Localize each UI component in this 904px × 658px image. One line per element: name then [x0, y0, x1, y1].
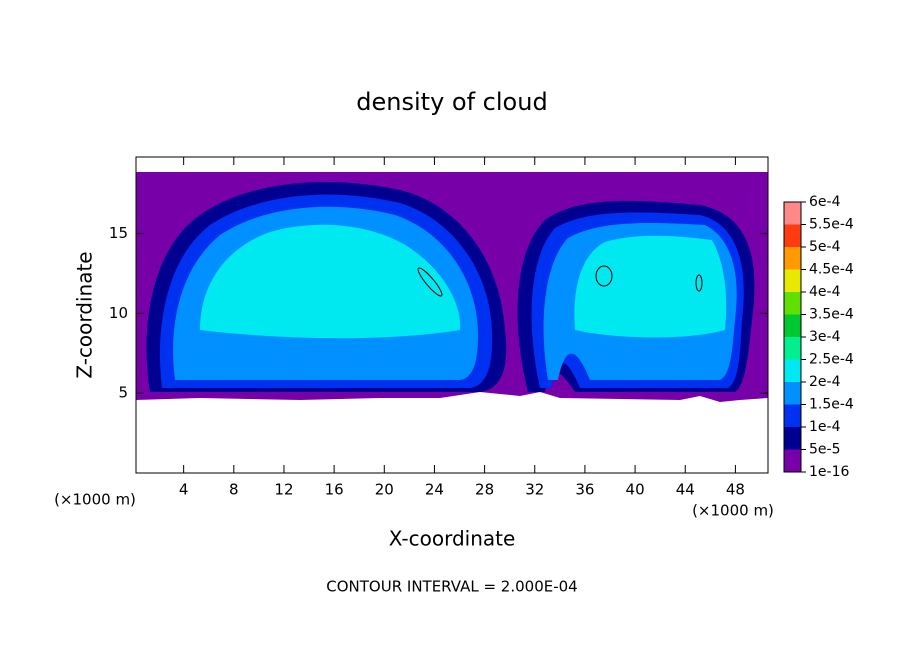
colorbar-swatch — [784, 427, 801, 450]
colorbar-swatch — [784, 337, 801, 360]
field-region — [200, 224, 727, 339]
x-tick-label: 32 — [525, 481, 544, 499]
y-axis-label: Z-coordinate — [73, 251, 97, 378]
y-unit: (×1000 m) — [54, 491, 136, 509]
y-tick-label: 10 — [109, 304, 128, 322]
x-tick-label: 40 — [626, 481, 645, 499]
x-tick-label: 20 — [375, 481, 394, 499]
colorbar-label: 4.5e-4 — [809, 262, 854, 278]
colorbar-label: 6e-4 — [809, 194, 841, 210]
colorbar-swatch — [784, 292, 801, 315]
x-tick-label: 36 — [575, 481, 594, 499]
y-tick-label: 15 — [109, 224, 128, 242]
colorbar-label: 4e-4 — [809, 284, 841, 300]
colorbar-swatch — [784, 314, 801, 337]
colorbar-label: 2.5e-4 — [809, 352, 854, 368]
colorbar-swatch — [784, 202, 801, 225]
colorbar-label: 3e-4 — [809, 329, 841, 345]
x-tick-label: 8 — [229, 481, 239, 499]
colorbar-swatch — [784, 224, 801, 247]
colorbar-label: 5e-4 — [809, 239, 841, 255]
colorbar-swatch — [784, 382, 801, 405]
colorbar-label: 5.5e-4 — [809, 217, 854, 233]
contour-interval: CONTOUR INTERVAL = 2.000E-04 — [326, 578, 577, 596]
colorbar-label: 2e-4 — [809, 374, 841, 390]
x-tick-label: 4 — [179, 481, 189, 499]
contour-line — [695, 274, 703, 292]
x-tick-label: 24 — [425, 481, 444, 499]
colorbar-label: 3.5e-4 — [809, 307, 854, 323]
x-tick-label: 16 — [325, 481, 344, 499]
colorbar-swatch — [784, 359, 801, 382]
contour-line — [417, 267, 443, 297]
x-tick-label: 44 — [676, 481, 695, 499]
x-tick-label: 28 — [475, 481, 494, 499]
field — [136, 172, 768, 402]
contour-line — [595, 265, 613, 287]
colorbar-label: 1e-16 — [809, 464, 849, 480]
colorbar-swatch — [784, 269, 801, 292]
x-unit: (×1000 m) — [692, 502, 774, 520]
colorbar-swatch — [784, 247, 801, 270]
colorbar-swatch — [784, 449, 801, 472]
x-tick-label: 12 — [274, 481, 293, 499]
y-tick-label: 5 — [118, 384, 128, 402]
colorbar-label: 5e-5 — [809, 442, 840, 458]
x-tick-label: 48 — [726, 481, 745, 499]
x-axis-label: X-coordinate — [389, 527, 516, 551]
colorbar-label: 1.5e-4 — [809, 397, 854, 413]
colorbar-swatch — [784, 404, 801, 427]
chart-title: density of cloud — [356, 88, 547, 116]
colorbar-label: 1e-4 — [809, 419, 841, 435]
plot-frame — [135, 156, 769, 474]
